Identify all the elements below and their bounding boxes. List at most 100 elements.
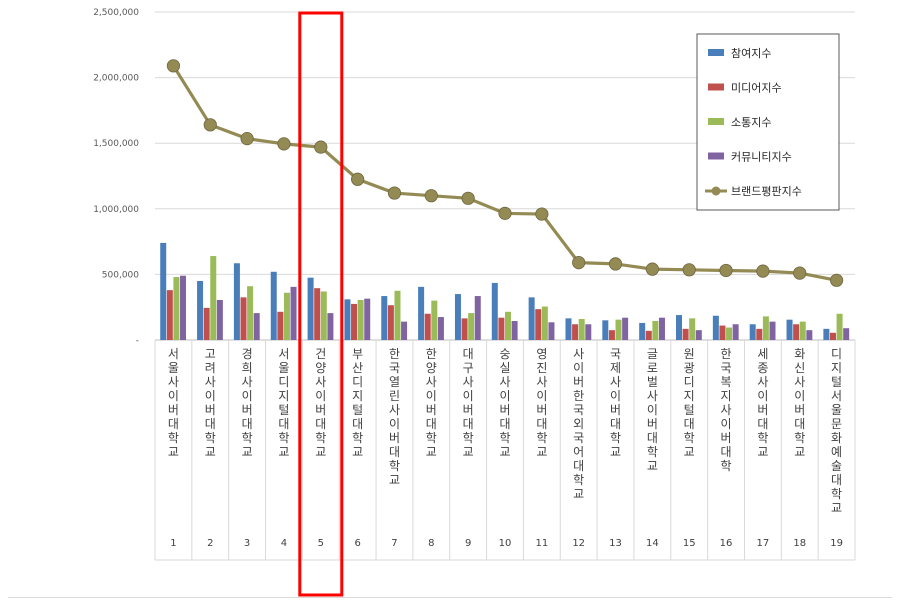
bar-4-15 [695, 330, 702, 340]
bar-1-14 [639, 322, 646, 340]
legend-swatch [708, 118, 724, 125]
bar-1-5 [307, 277, 314, 340]
bar-3-17 [762, 316, 769, 340]
category-label-char: 린 [389, 389, 400, 403]
category-label-char: 열 [389, 375, 400, 389]
bar-3-7 [394, 290, 401, 340]
category-label-char: 화 [831, 431, 842, 445]
bar-3-1 [173, 277, 180, 340]
category-label-char: 이 [426, 389, 437, 403]
bar-1-6 [344, 299, 351, 340]
category-label-char: 교 [536, 445, 547, 459]
category-label-char: 한 [389, 347, 400, 361]
category-label-char: 사 [573, 347, 584, 361]
category-label-char: 사 [794, 375, 805, 389]
category-label-char: 이 [463, 389, 474, 403]
bar-1-15 [676, 315, 683, 340]
bar-1-19 [823, 328, 830, 340]
category-label-char: 학 [315, 431, 326, 445]
highlight-box [298, 11, 344, 597]
category-label-char: 디 [352, 375, 363, 389]
category-label-char: 실 [499, 361, 510, 375]
category-label-char: 학 [647, 445, 658, 459]
category-label-char: 종 [757, 361, 768, 375]
bar-1-13 [602, 320, 609, 340]
category-label-char: 교 [278, 445, 289, 459]
bar-4-8 [437, 317, 444, 340]
rank-label: 16 [720, 538, 733, 549]
category-label-char: 버 [610, 403, 621, 417]
category-label-char: 이 [315, 389, 326, 403]
category-label-char: 대 [536, 417, 547, 431]
bar-4-13 [622, 317, 629, 340]
y-tick-label: 500,000 [102, 270, 139, 280]
bar-1-2 [197, 280, 204, 340]
category-label-char: 사 [610, 375, 621, 389]
category-label-char: 이 [168, 389, 179, 403]
bar-4-10 [511, 320, 518, 340]
bar-3-9 [468, 313, 475, 340]
category-label-char: 국 [573, 431, 584, 445]
bar-3-6 [357, 299, 364, 340]
category-label-char: 사 [315, 375, 326, 389]
category-label-char: 지 [721, 389, 732, 403]
category-label-char: 대 [721, 445, 732, 459]
bar-1-9 [454, 294, 461, 340]
legend-label: 브랜드평판지수 [731, 185, 802, 198]
brand-index-point-7 [387, 186, 402, 200]
bar-2-6 [351, 303, 358, 340]
bar-1-7 [381, 296, 388, 340]
category-label-char: 사 [721, 403, 732, 417]
category-label-char: 대 [757, 417, 768, 431]
category-label-char: 교 [831, 501, 842, 515]
category-label-char: 털 [684, 403, 695, 417]
legend-swatch [708, 152, 724, 160]
category-label-char: 학 [757, 431, 768, 445]
category-label-char: 학 [831, 487, 842, 501]
category-label-char: 벌 [647, 375, 658, 389]
bar-3-16 [726, 327, 733, 340]
category-label-char: 희 [242, 361, 253, 375]
category-label-char: 교 [426, 445, 437, 459]
legend-label: 소통지수 [731, 116, 771, 129]
brand-index-point-2 [203, 118, 217, 132]
category-label-char: 외 [573, 417, 584, 431]
category-label-char: 대 [426, 417, 437, 431]
category-label-char: 양 [426, 361, 437, 375]
bar-2-8 [424, 313, 431, 340]
category-label-char: 교 [573, 487, 584, 501]
category-label-char: 울 [278, 361, 289, 375]
brand-index-point-14 [645, 262, 659, 276]
category-label-char: 대 [205, 417, 216, 431]
brand-index-point-1 [166, 59, 181, 73]
category-label-char: 학 [536, 431, 547, 445]
bar-4-12 [585, 324, 592, 340]
category-label-char: 버 [499, 403, 510, 417]
category-label-char: 사 [205, 375, 216, 389]
bar-2-3 [240, 297, 247, 340]
rank-label: 14 [646, 538, 659, 549]
category-label-char: 국 [389, 361, 400, 375]
bar-1-10 [491, 282, 498, 340]
category-label-char: 이 [757, 389, 768, 403]
category-label-char: 교 [463, 445, 474, 459]
category-label-char: 대 [389, 445, 400, 459]
category-label-char: 버 [426, 403, 437, 417]
category-label-char: 대 [499, 417, 510, 431]
category-label-char: 지 [684, 389, 695, 403]
rank-label: 11 [535, 538, 548, 549]
bar-4-3 [253, 313, 260, 340]
category-label-char: 광 [684, 361, 695, 375]
bar-1-8 [418, 286, 425, 340]
y-tick-label: - [136, 336, 139, 346]
category-label-char: 디 [831, 347, 842, 361]
category-label-char: 이 [573, 361, 584, 375]
brand-index-point-4 [277, 137, 291, 151]
category-label-char: 영 [536, 347, 547, 361]
category-label-char: 이 [205, 389, 216, 403]
bar-3-13 [615, 319, 622, 340]
bar-2-7 [387, 305, 394, 340]
category-label-char: 사 [463, 375, 474, 389]
category-label-char: 서 [831, 389, 842, 403]
category-label-char: 학 [684, 431, 695, 445]
